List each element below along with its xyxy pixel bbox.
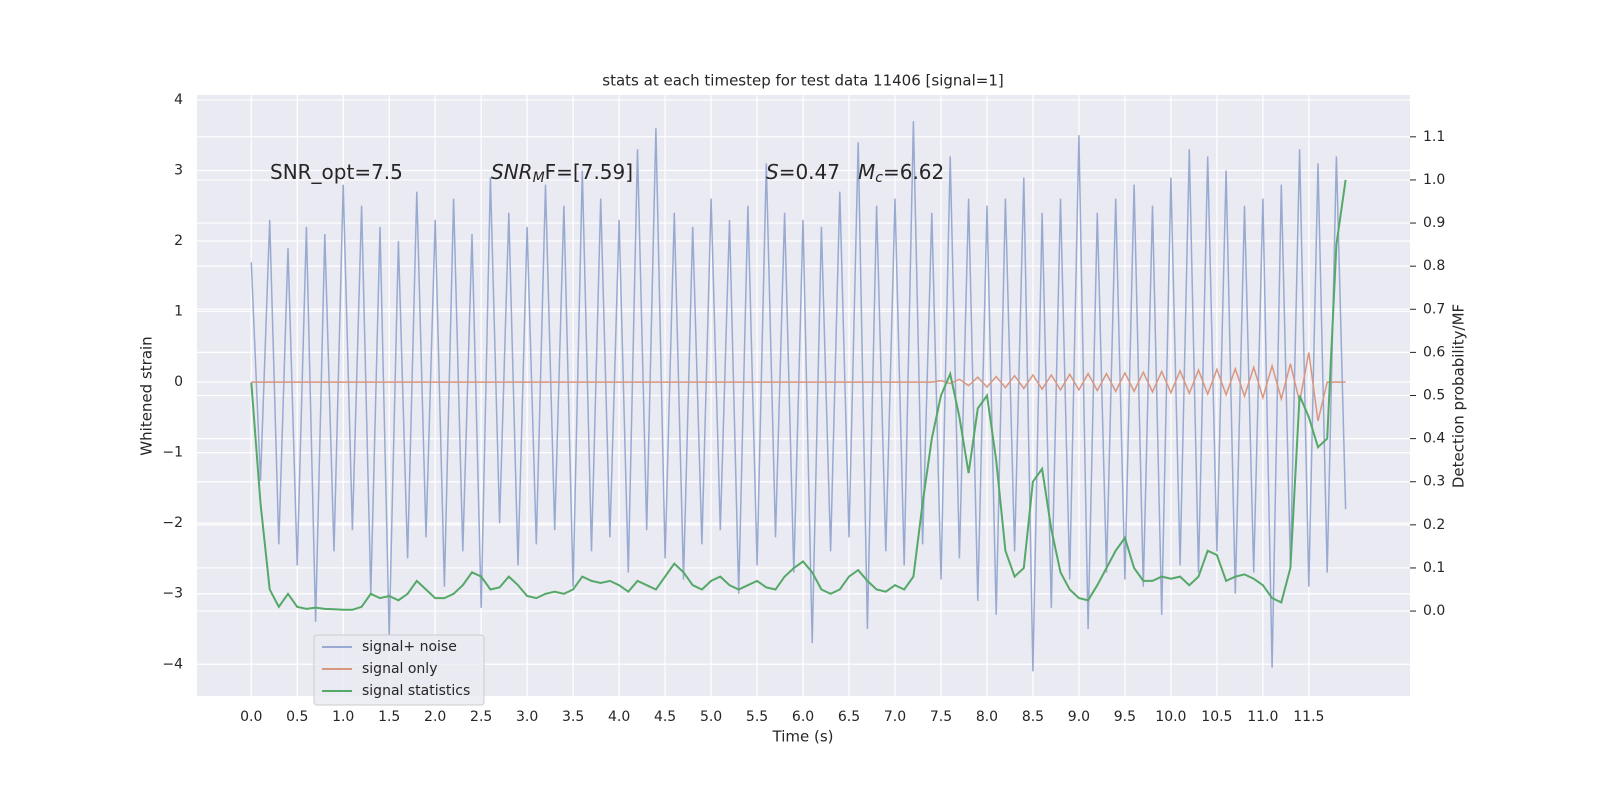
- annotation: S=0.47: [766, 160, 840, 184]
- annotation: SNRMF=[7.59]: [491, 160, 633, 187]
- series-line: [250, 179, 1347, 611]
- y2-tick-label: 0.8: [1423, 258, 1445, 274]
- y2-tick-label: 0.1: [1423, 560, 1445, 576]
- x-tick-label: 11.5: [1293, 709, 1324, 725]
- y-tick-label: 3: [174, 162, 183, 178]
- x-axis-label: Time (s): [772, 728, 834, 746]
- annotation-italic: S: [766, 160, 779, 184]
- x-tick-label: 6.0: [792, 709, 814, 725]
- annotation-italic: M: [858, 160, 875, 184]
- x-tick-label: 1.0: [332, 709, 354, 725]
- x-tick-label: 3.0: [516, 709, 538, 725]
- chart-title: stats at each timestep for test data 114…: [602, 72, 1003, 90]
- annotation-text: F=[7.59]: [545, 160, 633, 184]
- legend-label: signal+ noise: [362, 639, 457, 655]
- annotation-text: SNR_opt=7.5: [270, 160, 403, 184]
- series-line: [250, 121, 1347, 672]
- y-tick-label: −3: [162, 586, 183, 602]
- y-tick-label: 1: [174, 304, 183, 320]
- x-tick-label: 1.5: [378, 709, 400, 725]
- y2-tick-label: 0.7: [1423, 301, 1445, 317]
- legend-label: signal statistics: [362, 683, 470, 699]
- y-tick-label: −1: [162, 445, 183, 461]
- plot-lines: [250, 121, 1347, 672]
- y-axis-label: Whitened strain: [138, 336, 156, 455]
- x-tick-label: 10.0: [1155, 709, 1186, 725]
- annotation-subscript: c: [875, 170, 883, 186]
- x-tick-label: 0.0: [240, 709, 262, 725]
- x-tick-label: 8.0: [976, 709, 998, 725]
- x-tick-label: 11.0: [1247, 709, 1278, 725]
- y-tick-label: 4: [174, 92, 183, 108]
- annotation-text: =0.47: [779, 160, 840, 184]
- annotation: Mc=6.62: [858, 160, 944, 187]
- labels: 0.0 0.5 1.0 1.5 2.0 2.5 3.0 3.5 4.0 4.5 5.0 5.5 6.0 6…: [162, 92, 1445, 725]
- x-tick-label: 9.5: [1114, 709, 1136, 725]
- x-tick-label: 6.5: [838, 709, 860, 725]
- y-tick-label: 0: [174, 374, 183, 390]
- x-tick-label: 10.5: [1201, 709, 1232, 725]
- x-tick-label: 7.0: [884, 709, 906, 725]
- annotation-italic: SNR: [491, 160, 533, 184]
- x-tick-label: 3.5: [562, 709, 584, 725]
- x-tick-label: 0.5: [286, 709, 308, 725]
- y2-tick-label: 0.6: [1423, 344, 1445, 360]
- x-tick-label: 7.5: [930, 709, 952, 725]
- x-tick-label: 5.0: [700, 709, 722, 725]
- legend: signal+ noise signal only signal statistic…: [313, 634, 485, 706]
- x-tick-label: 9.0: [1068, 709, 1090, 725]
- x-tick-label: 4.5: [654, 709, 676, 725]
- x-tick-label: 8.5: [1022, 709, 1044, 725]
- y2-tick-label: 0.0: [1423, 603, 1445, 619]
- annotation-subscript: M: [533, 170, 545, 186]
- legend-label: signal only: [362, 661, 437, 677]
- x-tick-label: 2.5: [470, 709, 492, 725]
- annotation: SNR_opt=7.5: [270, 160, 403, 184]
- annotation-text: =6.62: [883, 160, 944, 184]
- legend-box: [313, 634, 485, 706]
- y-tick-label: −4: [162, 656, 183, 672]
- y-tick-label: 2: [174, 233, 183, 249]
- y2-tick-label: 0.4: [1423, 431, 1445, 447]
- series-line: [251, 352, 1346, 422]
- y2-tick-label: 0.5: [1423, 388, 1445, 404]
- y2-tick-label: 1.1: [1423, 129, 1445, 145]
- y2-tick-label: 1.0: [1423, 172, 1445, 188]
- y2-tick-label: 0.2: [1423, 517, 1445, 533]
- y2-tick-label: 0.3: [1423, 474, 1445, 490]
- x-tick-label: 2.0: [424, 709, 446, 725]
- y-tick-label: −2: [162, 515, 183, 531]
- x-tick-label: 5.5: [746, 709, 768, 725]
- y2-axis-label: Detection probability/MF: [1450, 304, 1468, 488]
- y2-tick-label: 0.9: [1423, 215, 1445, 231]
- x-tick-label: 4.0: [608, 709, 630, 725]
